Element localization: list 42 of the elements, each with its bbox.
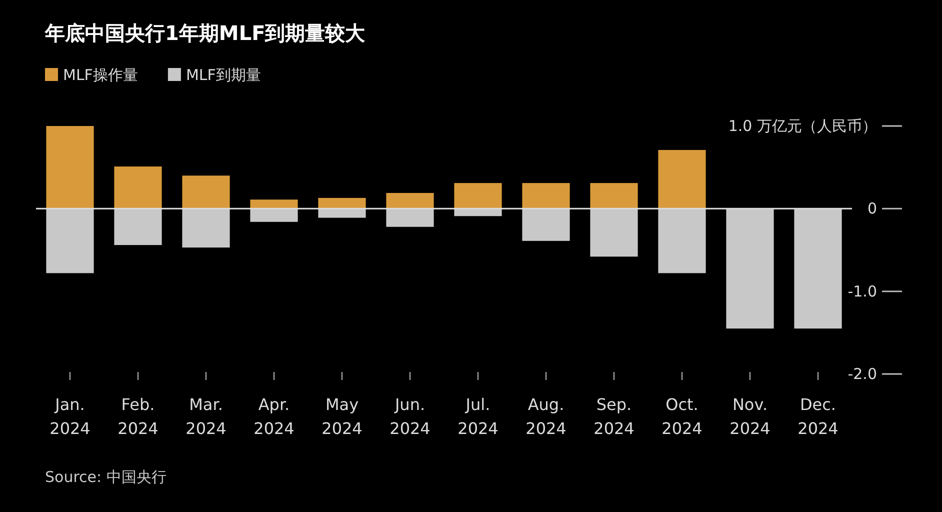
bar: [522, 208, 570, 241]
title: 年底中国央行1年期MLF到期量较大: [45, 21, 366, 45]
x-tick-label: Dec. 2024: [798, 395, 838, 438]
bar: [46, 126, 94, 209]
y-tick-label: -2.0: [848, 365, 877, 383]
bar: [386, 208, 434, 227]
source-note: Source: 中国央行: [45, 468, 166, 486]
bar: [114, 166, 162, 209]
bar: [590, 208, 638, 257]
legend-label: MLF到期量: [186, 66, 261, 84]
x-tick-label: Mar. 2024: [186, 395, 226, 438]
bar: [658, 150, 706, 209]
x-tick-label: Feb. 2024: [118, 395, 158, 438]
y-tick-label: 1.0 万亿元（人民币）: [728, 117, 877, 135]
bar: [726, 208, 774, 329]
x-tick-label: Jul. 2024: [458, 395, 498, 438]
bar: [318, 198, 366, 209]
bar: [182, 208, 230, 248]
x-tick-label: Apr. 2024: [254, 395, 294, 438]
x-tick-label: Aug. 2024: [526, 395, 566, 438]
bar: [522, 183, 570, 209]
y-tick-label: -1.0: [848, 282, 877, 300]
x-tick-label: Oct. 2024: [662, 395, 702, 438]
legend: MLF操作量 MLF到期量: [45, 66, 261, 84]
bar: [250, 200, 298, 209]
x-tick-label: Sep. 2024: [594, 395, 634, 438]
bar: [46, 208, 94, 274]
x-tick-label: Jan. 2024: [50, 395, 90, 438]
bar: [318, 208, 366, 218]
bar: [590, 183, 638, 209]
bar: [182, 176, 230, 209]
x-tick-label: May 2024: [322, 395, 362, 438]
bar: [386, 192, 434, 209]
legend-label: MLF操作量: [63, 66, 138, 84]
bar: [658, 208, 706, 274]
bar: [250, 208, 298, 222]
bar: [114, 208, 162, 246]
bar: [794, 208, 842, 329]
y-tick-label: 0: [867, 200, 877, 218]
x-tick-label: Nov. 2024: [730, 395, 770, 438]
bar: [454, 183, 502, 209]
x-tick-label: Jun. 2024: [390, 395, 430, 438]
